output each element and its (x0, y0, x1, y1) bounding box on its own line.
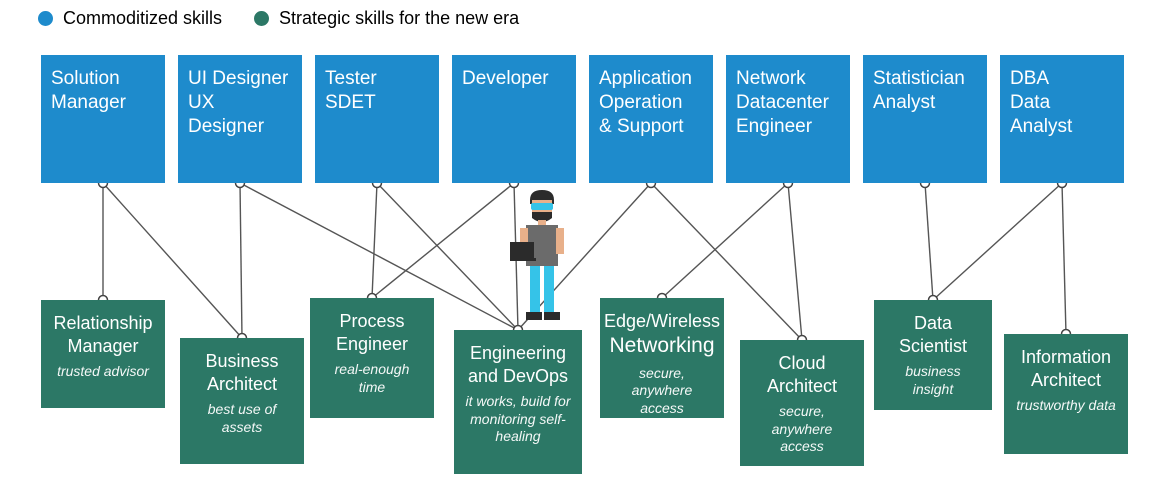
role-subtitle: secure, anywhere access (610, 365, 714, 418)
role-title: CloudArchitect (767, 352, 837, 397)
edges-layer (0, 0, 1165, 504)
legend: Commoditized skills Strategic skills for… (38, 8, 519, 29)
legend-label: Commoditized skills (63, 8, 222, 29)
strategic-role-box: InformationArchitect trustworthy data (1004, 334, 1128, 454)
legend-item-strategic: Strategic skills for the new era (254, 8, 519, 29)
role-title: Developer (462, 67, 566, 91)
role-title: SolutionManager (51, 67, 155, 115)
role-title: ApplicationOperation& Support (599, 67, 703, 138)
strategic-role-box: ProcessEngineer real-enough time (310, 298, 434, 418)
role-subtitle: trusted advisor (57, 363, 149, 381)
role-title: ProcessEngineer (336, 310, 408, 355)
role-subtitle: best use of assets (190, 401, 294, 436)
role-title: DataScientist (899, 312, 967, 357)
role-subtitle: trustworthy data (1016, 397, 1116, 415)
role-title: InformationArchitect (1021, 346, 1111, 391)
strategic-role-box: DataScientist business insight (874, 300, 992, 410)
legend-dot-icon (254, 11, 269, 26)
strategic-role-box: Engineeringand DevOps it works, build for… (454, 330, 582, 474)
role-subtitle: secure, anywhere access (750, 403, 854, 456)
role-title: DBAData Analyst (1010, 67, 1114, 138)
role-title: Engineeringand DevOps (468, 342, 568, 387)
commoditized-role-box: UI DesignerUX Designer (178, 55, 302, 183)
commoditized-role-box: NetworkDatacenterEngineer (726, 55, 850, 183)
commoditized-role-box: Developer (452, 55, 576, 183)
role-subtitle: business insight (884, 363, 982, 398)
strategic-role-box: BusinessArchitect best use of assets (180, 338, 304, 464)
role-title: UI DesignerUX Designer (188, 67, 292, 138)
commoditized-role-box: ApplicationOperation& Support (589, 55, 713, 183)
role-title: BusinessArchitect (205, 350, 278, 395)
role-title: TesterSDET (325, 67, 429, 115)
role-subtitle: it works, build for monitoring self-heal… (464, 393, 572, 446)
commoditized-role-box: StatisticianAnalyst (863, 55, 987, 183)
strategic-role-box: Edge/WirelessNetworking secure, anywhere … (600, 298, 724, 418)
legend-dot-icon (38, 11, 53, 26)
role-title: RelationshipManager (53, 312, 152, 357)
role-title: NetworkDatacenterEngineer (736, 67, 840, 138)
commoditized-role-box: DBAData Analyst (1000, 55, 1124, 183)
devops-character-icon (508, 188, 572, 328)
role-title: Edge/WirelessNetworking (604, 310, 720, 359)
role-subtitle: real-enough time (320, 361, 424, 396)
commoditized-role-box: SolutionManager (41, 55, 165, 183)
strategic-role-box: CloudArchitect secure, anywhere access (740, 340, 864, 466)
legend-item-commoditized: Commoditized skills (38, 8, 222, 29)
strategic-role-box: RelationshipManager trusted advisor (41, 300, 165, 408)
commoditized-role-box: TesterSDET (315, 55, 439, 183)
role-title: StatisticianAnalyst (873, 67, 977, 115)
legend-label: Strategic skills for the new era (279, 8, 519, 29)
